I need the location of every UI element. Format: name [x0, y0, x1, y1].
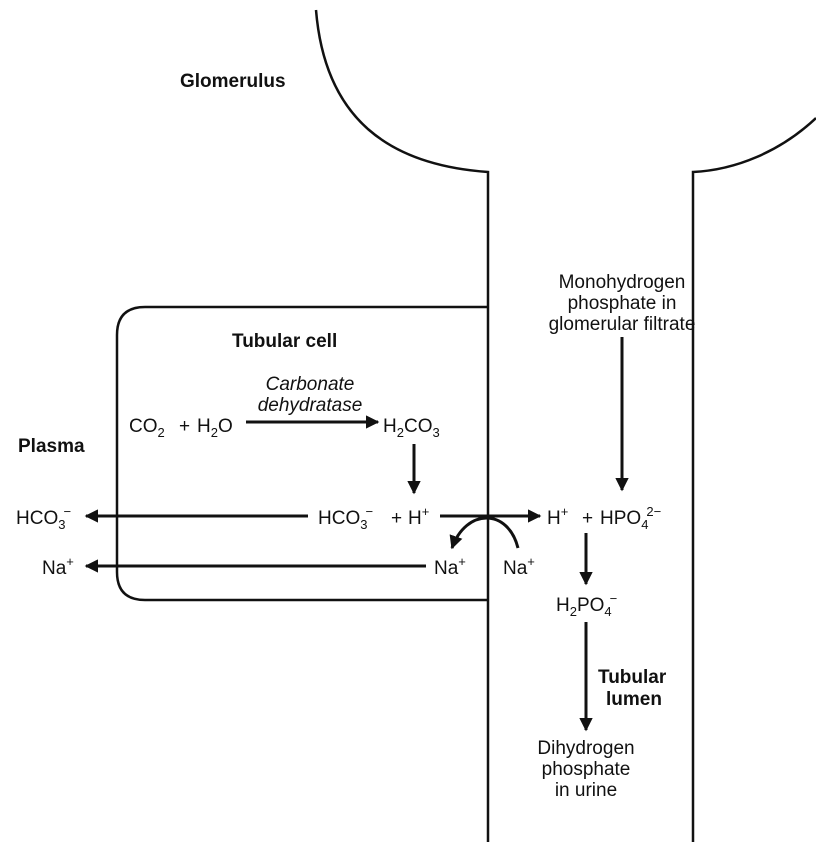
glomerulus-label: Glomerulus — [180, 71, 286, 92]
h2o-formula: H2O — [197, 416, 233, 440]
plasma-label: Plasma — [18, 436, 85, 457]
na-ion-lumen: Na+ — [503, 554, 535, 579]
h-ion-lumen: H+ — [547, 504, 568, 529]
na-ion-plasma: Na+ — [42, 554, 74, 579]
enzyme-label-line2: dehydratase — [258, 395, 363, 416]
hco3-plasma-formula: HCO3− — [16, 504, 71, 532]
tubular-lumen-label-line2: lumen — [606, 689, 662, 710]
plus-sign-lumen: + — [582, 508, 593, 529]
tubular-cell-outline — [115, 305, 488, 602]
glomerulus-outline — [314, 9, 490, 842]
urine-label-line3: in urine — [555, 780, 617, 801]
filtrate-label-line1: Monohydrogen — [559, 272, 686, 293]
na-ion-cell: Na+ — [434, 554, 466, 579]
hco3-cell-formula: HCO3− — [318, 504, 373, 532]
plus-sign-dissociation: + — [391, 508, 402, 529]
h-ion-cell: H+ — [408, 504, 429, 529]
tubular-cell-label: Tubular cell — [232, 331, 337, 352]
h2co3-formula: H2CO3 — [383, 416, 440, 440]
tubule-right-wall — [691, 117, 816, 842]
tubular-lumen-label-line1: Tubular — [598, 667, 667, 688]
h2po4-formula: H2PO4− — [556, 591, 617, 619]
hpo4-formula: HPO42− — [600, 504, 661, 532]
enzyme-label-line1: Carbonate — [266, 374, 355, 395]
urine-label-line1: Dihydrogen — [537, 738, 634, 759]
plus-sign-reactants: + — [179, 416, 190, 437]
urine-label-line2: phosphate — [542, 759, 631, 780]
filtrate-label-line3: glomerular filtrate — [549, 314, 696, 335]
sodium-exchange-arrow — [449, 516, 520, 550]
co2-formula: CO2 — [129, 416, 165, 440]
filtrate-label-line2: phosphate in — [568, 293, 677, 314]
